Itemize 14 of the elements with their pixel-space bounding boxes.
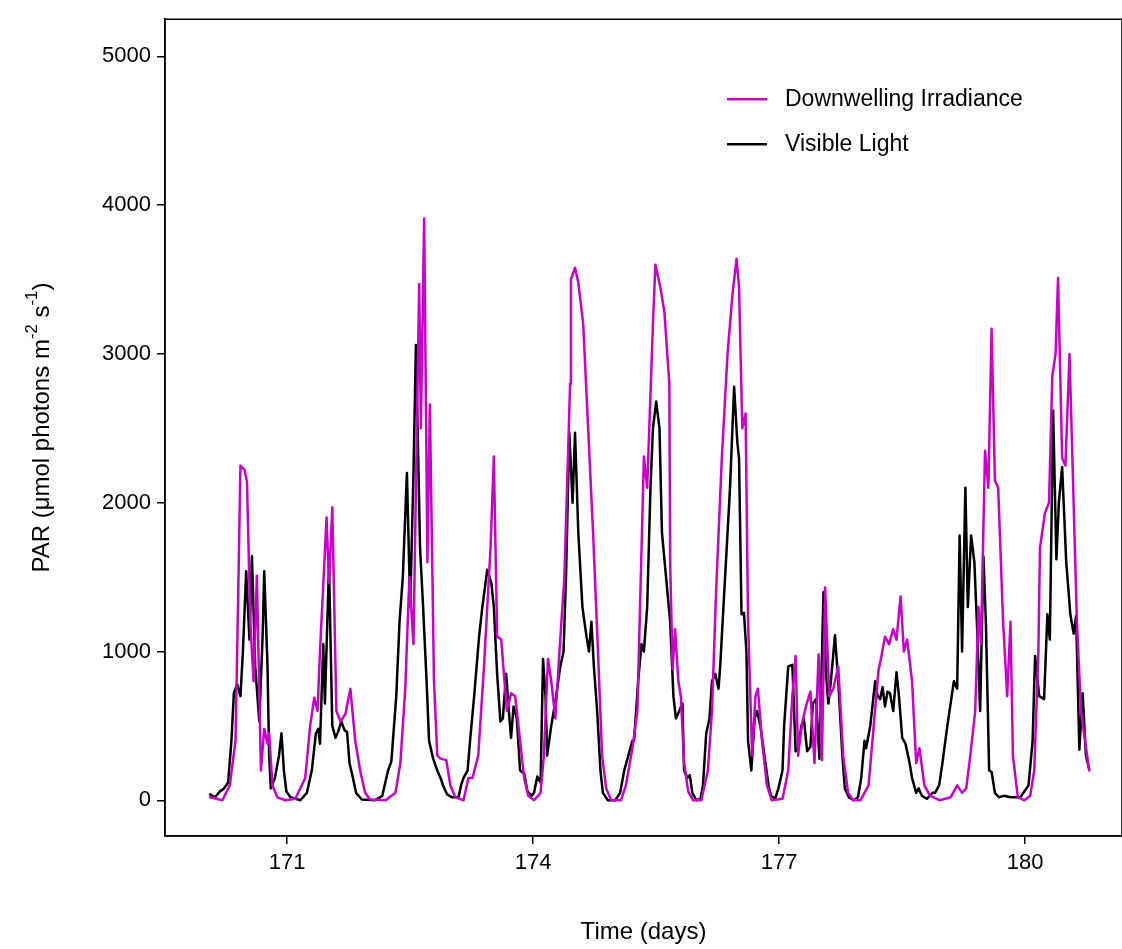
y-tick-label: 5000 <box>102 42 151 68</box>
y-tick-label: 4000 <box>102 191 151 217</box>
y-tick-label: 3000 <box>102 340 151 366</box>
x-tick-label: 171 <box>268 849 306 875</box>
x-tick-label: 177 <box>760 849 798 875</box>
x-axis-title: Time (days) <box>580 916 707 944</box>
x-tick-label: 180 <box>1006 849 1044 875</box>
y-tick-label: 2000 <box>102 488 151 514</box>
x-tick-label: 174 <box>514 849 552 875</box>
y-tick-label: 1000 <box>102 637 151 663</box>
legend-label: Downwelling Irradiance <box>785 84 1023 111</box>
y-tick-label: 0 <box>138 786 151 812</box>
y-axis-title: PAR (μmol photons m-2 s-1) <box>22 282 54 573</box>
legend-label: Visible Light <box>785 129 910 156</box>
